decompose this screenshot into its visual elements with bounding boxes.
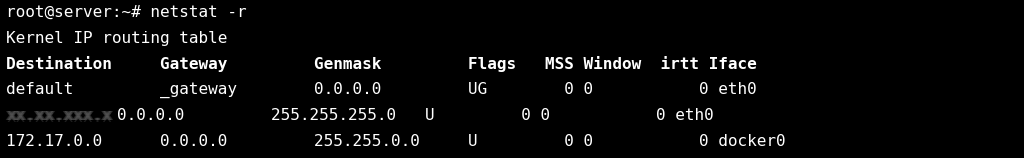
Text: Destination     Gateway         Genmask         Flags   MSS Window  irtt Iface: Destination Gateway Genmask Flags MSS Wi… — [6, 56, 757, 72]
Text: 0.0.0.0         255.255.255.0   U         0 0           0 eth0: 0.0.0.0 255.255.255.0 U 0 0 0 eth0 — [117, 109, 714, 124]
Text: Kernel IP routing table: Kernel IP routing table — [6, 30, 227, 46]
Text: xx.xx.xxx.x: xx.xx.xxx.x — [6, 109, 112, 124]
Text: root@server:~# netstat -r: root@server:~# netstat -r — [6, 4, 247, 19]
Text: xx.xx.xxx.x: xx.xx.xxx.x — [6, 107, 112, 122]
Text: xx.xx.xxx.x: xx.xx.xxx.x — [7, 109, 113, 124]
Text: xx.xx.xxx.x: xx.xx.xxx.x — [6, 109, 112, 125]
Text: xx.xx.xxx.x: xx.xx.xxx.x — [5, 109, 111, 124]
Text: default         _gateway        0.0.0.0         UG        0 0           0 eth0: default _gateway 0.0.0.0 UG 0 0 0 eth0 — [6, 82, 757, 98]
Text: xx.xx.xxx.x: xx.xx.xxx.x — [8, 109, 114, 124]
Text: xx.xx.xxx.x: xx.xx.xxx.x — [4, 109, 110, 124]
Text: 172.17.0.0      0.0.0.0         255.255.0.0     U         0 0           0 docker: 172.17.0.0 0.0.0.0 255.255.0.0 U 0 0 0 d… — [6, 134, 785, 149]
